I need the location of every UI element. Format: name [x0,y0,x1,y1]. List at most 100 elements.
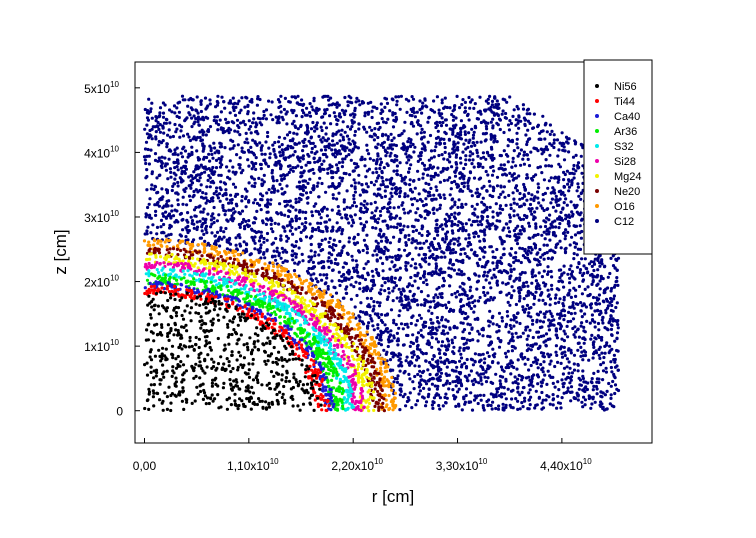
point-c12 [143,158,147,162]
point-c12 [392,318,396,322]
point-c12 [196,190,200,194]
point-c12 [438,407,442,411]
point-c12 [523,194,527,198]
point-c12 [379,239,384,243]
point-c12 [212,118,216,123]
point-c12 [575,210,579,214]
point-c12 [199,183,203,187]
point-c12 [531,318,535,323]
point-c12 [290,122,295,126]
point-c12 [447,360,451,365]
point-c12 [470,98,474,102]
point-c12 [403,234,407,238]
point-c12 [456,381,460,385]
point-c12 [568,390,573,394]
point-c12 [483,233,487,237]
point-c12 [419,378,423,382]
point-c12 [271,254,275,258]
point-c12 [543,251,547,256]
point-c12 [565,324,569,328]
point-c12 [513,380,518,384]
point-c12 [616,256,621,260]
point-c12 [451,118,455,122]
point-c12 [504,269,508,273]
point-c12 [437,367,441,371]
point-c12 [613,283,617,287]
point-c12 [168,121,172,125]
point-c12 [331,193,335,197]
point-c12 [559,361,563,365]
point-c12 [360,157,364,162]
point-c12 [397,326,401,330]
point-c12 [383,281,387,285]
point-c12 [307,255,311,259]
point-c12 [352,193,356,198]
point-c12 [303,185,307,189]
point-c12 [482,119,486,123]
point-c12 [554,225,558,229]
point-c12 [419,374,423,378]
point-c12 [278,202,282,206]
point-c12 [323,145,327,149]
point-c12 [253,241,257,245]
point-c12 [192,193,196,197]
point-c12 [529,395,533,399]
point-c12 [404,267,408,271]
point-c12 [392,182,396,186]
point-c12 [157,127,161,131]
point-c12 [557,148,561,152]
point-c12 [431,377,435,381]
point-c12 [462,395,466,399]
point-c12 [580,350,584,354]
point-c12 [272,187,276,191]
point-c12 [233,113,238,117]
point-c12 [483,270,487,274]
point-c12 [267,99,271,103]
point-c12 [195,220,199,224]
point-c12 [243,140,247,144]
point-c12 [427,342,431,346]
point-c12 [261,219,265,223]
point-c12 [309,168,313,172]
point-c12 [252,221,256,225]
point-c12 [274,258,278,262]
point-c12 [464,311,468,316]
point-c12 [517,152,522,156]
point-c12 [395,380,400,384]
point-c12 [200,138,204,142]
point-c12 [550,314,554,318]
point-c12 [472,106,476,110]
point-c12 [218,199,222,203]
point-c12 [240,149,244,153]
point-c12 [443,118,447,122]
point-c12 [498,211,502,215]
point-c12 [400,383,404,387]
point-c12 [571,212,575,216]
point-c12 [419,303,423,307]
point-c12 [540,206,545,210]
point-c12 [379,102,383,106]
point-c12 [510,344,514,349]
point-c12 [540,291,544,295]
point-c12 [352,200,356,205]
point-c12 [526,157,530,161]
point-c12 [432,155,436,159]
point-c12 [422,303,427,307]
point-c12 [534,290,538,294]
point-c12 [583,350,588,354]
point-c12 [259,208,263,212]
point-c12 [395,169,399,173]
point-c12 [351,218,355,222]
point-c12 [265,191,269,195]
point-c12 [219,180,223,184]
point-c12 [370,135,374,139]
point-c12 [254,167,258,171]
point-c12 [292,269,297,273]
point-c12 [450,151,455,155]
point-c12 [151,223,155,227]
point-c12 [248,253,252,257]
point-c12 [338,176,342,180]
point-c12 [391,289,395,293]
point-c12 [396,222,400,226]
point-c12 [339,133,343,137]
